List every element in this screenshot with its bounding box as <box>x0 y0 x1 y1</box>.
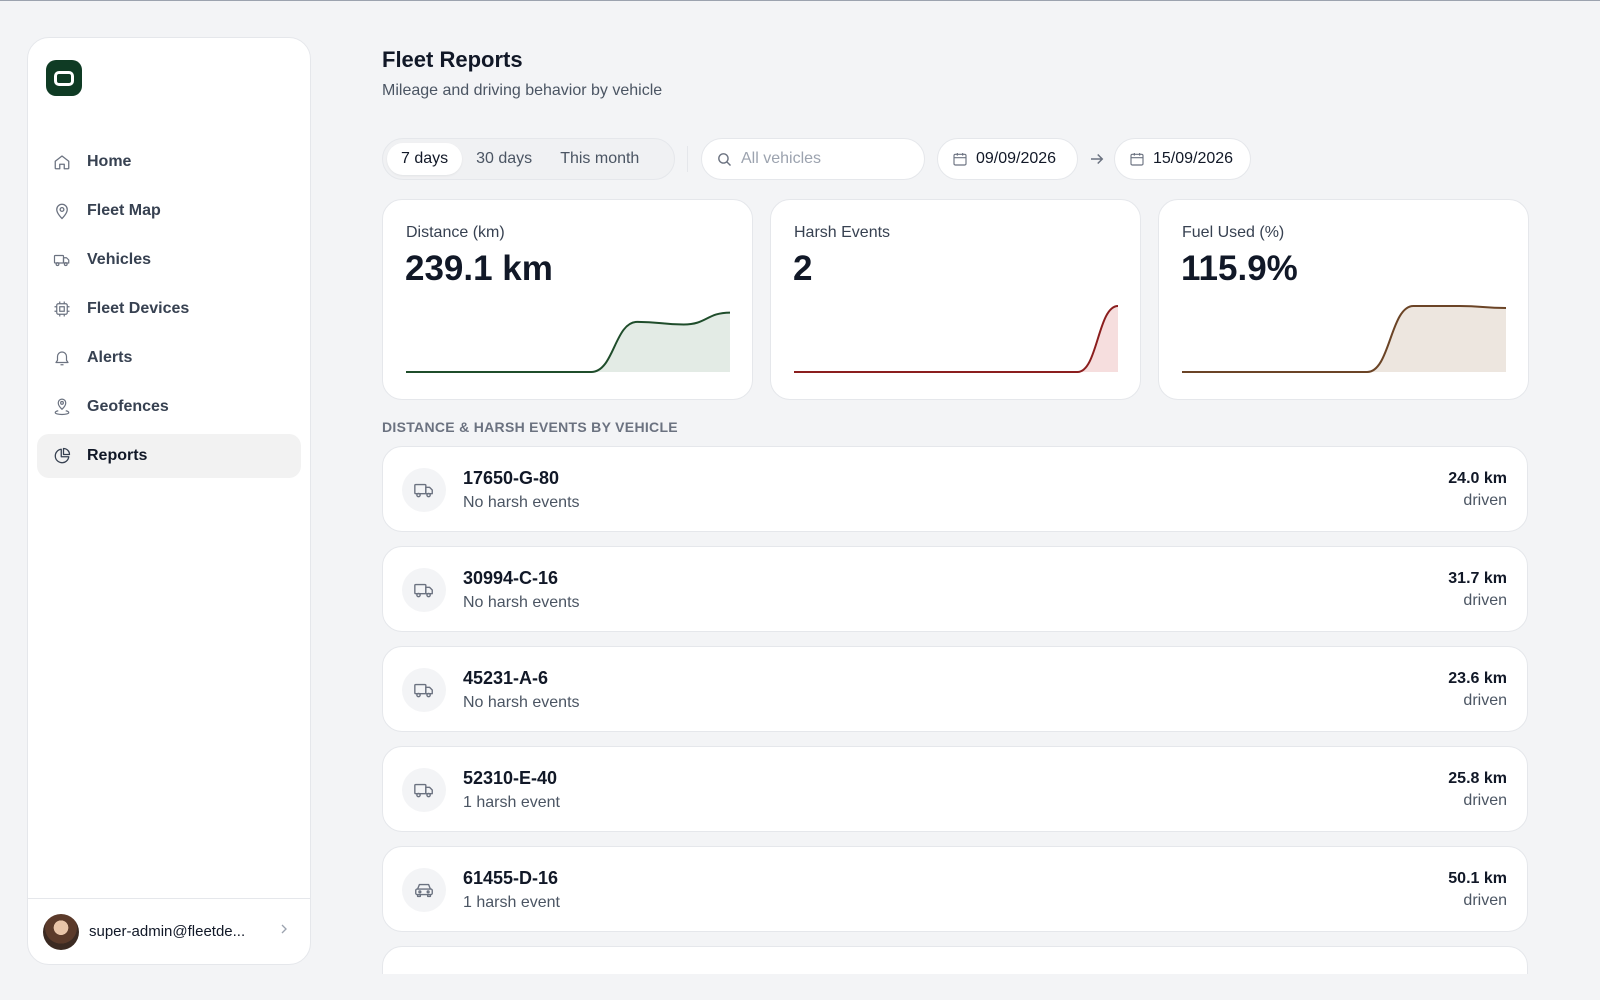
sidebar-item-alerts[interactable]: Alerts <box>37 336 301 380</box>
sidebar-item-label: Fleet Devices <box>87 300 190 317</box>
harsh-events-sparkline <box>794 305 1118 373</box>
sidebar-item-label: Fleet Map <box>87 202 161 219</box>
stat-value: 239.1 km <box>405 249 553 288</box>
sidebar: Home Fleet Map Vehicles Fleet Devices Al… <box>27 37 311 965</box>
avatar <box>43 913 79 950</box>
sidebar-item-fleet-map[interactable]: Fleet Map <box>37 189 301 233</box>
vehicle-row-partial[interactable] <box>382 946 1528 974</box>
sparkline-area <box>1182 306 1506 372</box>
stat-value: 115.9% <box>1181 249 1298 288</box>
range-30-days-button[interactable]: 30 days <box>476 150 533 167</box>
calendar-icon <box>953 153 967 166</box>
vehicle-harsh-events: 1 harsh event <box>463 794 560 811</box>
sidebar-item-label: Home <box>87 153 132 170</box>
fuel-used-sparkline <box>1182 305 1506 373</box>
sidebar-item-label: Geofences <box>87 398 169 415</box>
truck-icon <box>402 468 446 512</box>
vehicle-row[interactable]: 61455-D-16 1 harsh event 50.1 km driven <box>382 846 1528 932</box>
page-title: Fleet Reports <box>382 47 523 72</box>
app-logo[interactable] <box>46 60 82 96</box>
stat-label: Distance (km) <box>406 224 505 241</box>
vehicle-harsh-events: No harsh events <box>463 694 580 711</box>
vehicle-plate: 61455-D-16 <box>463 868 559 888</box>
sidebar-item-label: Alerts <box>87 349 133 366</box>
stat-card-harsh-events: Harsh Events 2 <box>770 199 1141 400</box>
vehicle-list: 17650-G-80 No harsh events 24.0 km drive… <box>382 446 1528 974</box>
sidebar-item-home[interactable]: Home <box>37 140 301 184</box>
distance-sparkline <box>406 311 730 373</box>
vehicle-distance-label: driven <box>1463 592 1507 609</box>
vehicle-harsh-events: No harsh events <box>463 594 580 611</box>
vehicle-distance: 23.6 km <box>1448 670 1507 687</box>
user-menu[interactable]: super-admin@fleetde... <box>28 898 310 964</box>
stat-value: 2 <box>793 249 813 288</box>
search-icon <box>718 152 732 166</box>
date-from-value: 09/09/2026 <box>976 150 1057 167</box>
vehicle-distance: 31.7 km <box>1448 570 1507 587</box>
arrow-right-icon <box>1088 150 1106 168</box>
vehicle-distance-label: driven <box>1463 892 1507 909</box>
vehicle-distance: 25.8 km <box>1448 770 1507 787</box>
sparkline-line <box>406 311 730 373</box>
user-email: super-admin@fleetde... <box>89 923 246 940</box>
toolbar-divider <box>687 146 688 172</box>
filter-toolbar: 7 days 30 days This month 09/09/2026 15/… <box>382 138 1530 180</box>
range-7-days-button[interactable]: 7 days <box>387 143 463 175</box>
vehicle-plate: 45231-A-6 <box>463 668 549 688</box>
vehicle-search-input[interactable] <box>741 150 911 168</box>
vehicle-distance-label: driven <box>1463 692 1507 709</box>
stat-card-distance: Distance (km) 239.1 km <box>382 199 753 400</box>
sparkline-area <box>406 312 730 372</box>
vehicle-distance: 50.1 km <box>1448 870 1507 887</box>
map-pin-icon <box>53 202 71 220</box>
vehicle-plate: 52310-E-40 <box>463 768 558 788</box>
sidebar-item-vehicles[interactable]: Vehicles <box>37 238 301 282</box>
vehicle-row[interactable]: 45231-A-6 No harsh events 23.6 km driven <box>382 646 1528 732</box>
sparkline-line <box>1182 305 1506 373</box>
truck-icon <box>402 668 446 712</box>
chip-icon <box>53 300 71 318</box>
sidebar-item-label: Vehicles <box>87 251 152 268</box>
vehicle-plate: 17650-G-80 <box>463 468 560 488</box>
vehicle-search <box>701 138 925 180</box>
date-to-picker[interactable]: 15/09/2026 <box>1114 138 1251 180</box>
stat-label: Harsh Events <box>794 224 891 241</box>
vehicle-row[interactable]: 30994-C-16 No harsh events 31.7 km drive… <box>382 546 1528 632</box>
bell-icon <box>53 349 71 367</box>
truck-icon <box>53 251 71 269</box>
home-icon <box>53 153 71 171</box>
vehicle-plate: 30994-C-16 <box>463 568 559 588</box>
vehicle-harsh-events: 1 harsh event <box>463 894 560 911</box>
sidebar-item-label: Reports <box>87 447 148 464</box>
chevron-right-icon <box>276 921 292 942</box>
calendar-icon <box>1130 153 1144 166</box>
range-this-month-button[interactable]: This month <box>560 150 640 167</box>
vehicle-row[interactable]: 52310-E-40 1 harsh event 25.8 km driven <box>382 746 1528 832</box>
vehicle-distance: 24.0 km <box>1448 470 1507 487</box>
sidebar-item-geofences[interactable]: Geofences <box>37 385 301 429</box>
sparkline-area <box>794 306 1118 372</box>
sidebar-item-fleet-devices[interactable]: Fleet Devices <box>37 287 301 331</box>
truck-icon <box>402 768 446 812</box>
section-heading: DISTANCE & HARSH EVENTS BY VEHICLE <box>382 419 678 435</box>
vehicle-distance-label: driven <box>1463 792 1507 809</box>
vehicle-row[interactable]: 17650-G-80 No harsh events 24.0 km drive… <box>382 446 1528 532</box>
geofence-pin-icon <box>53 398 71 416</box>
vehicle-harsh-events: No harsh events <box>463 494 580 511</box>
sparkline-line <box>794 305 1118 373</box>
sidebar-item-reports[interactable]: Reports <box>37 434 301 478</box>
sidebar-nav: Home Fleet Map Vehicles Fleet Devices Al… <box>37 140 301 483</box>
date-to-value: 15/09/2026 <box>1153 150 1234 167</box>
stat-label: Fuel Used (%) <box>1182 224 1285 241</box>
pie-chart-icon <box>53 447 71 465</box>
stat-card-fuel-used: Fuel Used (%) 115.9% <box>1158 199 1529 400</box>
vehicle-distance-label: driven <box>1463 492 1507 509</box>
date-from-picker[interactable]: 09/09/2026 <box>937 138 1078 180</box>
logo-mark-icon <box>54 70 74 86</box>
car-icon <box>402 868 446 912</box>
page-subtitle: Mileage and driving behavior by vehicle <box>382 82 663 99</box>
range-selector: 7 days 30 days This month <box>382 138 675 180</box>
truck-icon <box>402 568 446 612</box>
